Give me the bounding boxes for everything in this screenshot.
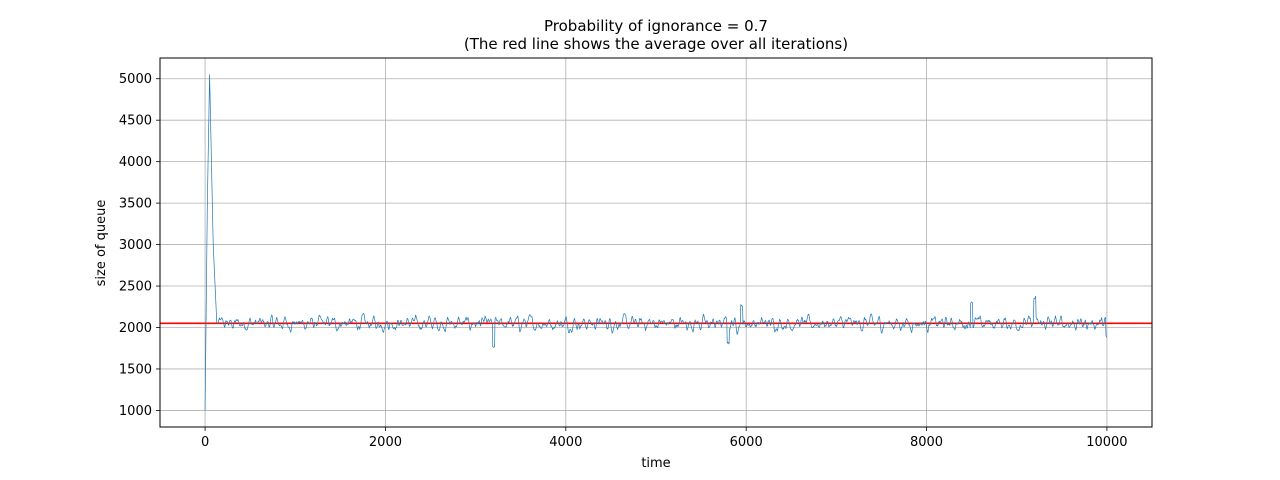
y-tick-label: 1500 bbox=[119, 362, 152, 377]
x-tick-label: 10000 bbox=[1086, 435, 1127, 450]
x-tick-label: 0 bbox=[201, 435, 209, 450]
chart-title: Probability of ignorance = 0.7 bbox=[544, 17, 768, 35]
x-tick-label: 6000 bbox=[730, 435, 763, 450]
y-tick-label: 3500 bbox=[119, 197, 152, 212]
y-tick-label: 4000 bbox=[119, 155, 152, 170]
x-axis-label: time bbox=[641, 456, 670, 471]
y-tick-label: 2000 bbox=[119, 321, 152, 336]
y-axis-label: size of queue bbox=[94, 200, 109, 287]
chart-subtitle: (The red line shows the average over all… bbox=[464, 35, 848, 53]
x-tick-label: 8000 bbox=[910, 435, 943, 450]
y-tick-label: 2500 bbox=[119, 280, 152, 295]
series-layer bbox=[204, 74, 1108, 411]
y-tick-label: 5000 bbox=[119, 72, 152, 87]
y-tick-label: 1000 bbox=[119, 404, 152, 419]
y-tick-label: 4500 bbox=[119, 114, 152, 129]
plot-frame bbox=[159, 57, 1153, 428]
grid-lines bbox=[160, 58, 1152, 427]
y-tick-label: 3000 bbox=[119, 238, 152, 253]
x-tick-label: 2000 bbox=[369, 435, 402, 450]
x-tick-label: 4000 bbox=[549, 435, 582, 450]
queue-size-series-line bbox=[204, 74, 1108, 411]
tick-layer: 0 2000 4000 6000 8000 10000 1000 1500 2000 2500 30… bbox=[119, 72, 1128, 450]
